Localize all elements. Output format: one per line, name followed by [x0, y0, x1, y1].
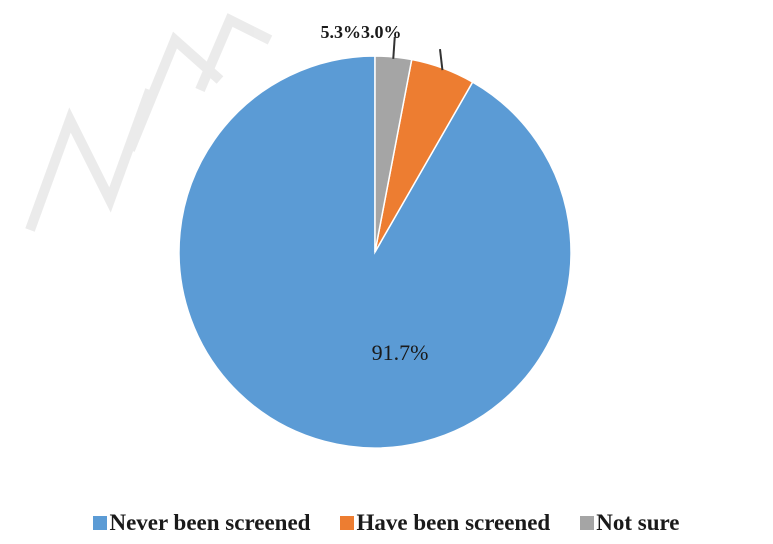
- data-label-not-sure: 3.0%: [361, 22, 402, 42]
- legend-label-have-been-screened: Have been screened: [356, 510, 551, 535]
- leader-line-have-been-screened: [438, 48, 444, 71]
- legend-swatch-have-been-screened: [340, 516, 355, 530]
- data-label-never-been-screened: 91.7%: [372, 340, 429, 365]
- legend-item-have-been-screened: Have been screened: [340, 510, 550, 536]
- leader-line-not-sure: [392, 36, 396, 59]
- data-label-have-been-screened: 5.3%: [321, 22, 362, 42]
- legend-item-never-been-screened: Never been screened: [93, 510, 310, 536]
- legend-label-never-been-screened: Never been screened: [109, 510, 311, 535]
- legend-swatch-never-been-screened: [93, 516, 108, 530]
- legend: Never been screened Have been screened N…: [0, 505, 773, 541]
- pie-chart: 91.7% 5.3% 3.0%: [178, 22, 572, 449]
- legend-label-not-sure: Not sure: [596, 510, 680, 535]
- legend-item-not-sure: Not sure: [580, 510, 680, 536]
- legend-swatch-not-sure: [580, 516, 595, 530]
